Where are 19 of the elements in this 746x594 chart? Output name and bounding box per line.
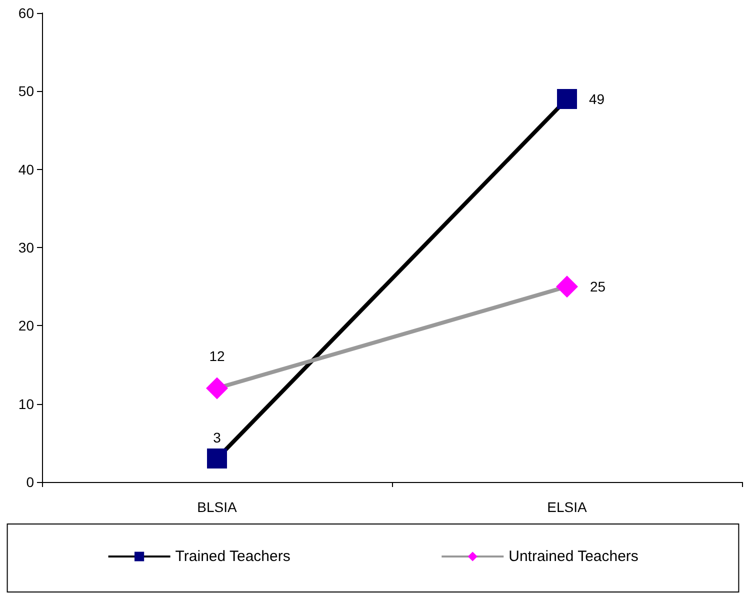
y-tick-label: 0 — [26, 474, 34, 490]
y-tick-label: 60 — [18, 5, 34, 21]
data-label: 3 — [213, 430, 222, 446]
point — [207, 448, 227, 469]
x-tick-label: ELSIA — [547, 499, 588, 515]
y-tick-label: 20 — [18, 318, 34, 334]
data-label: 12 — [209, 348, 225, 364]
data-label: 49 — [589, 90, 605, 107]
legend-label: Untrained Teachers — [508, 548, 638, 565]
y-tick-label: 30 — [18, 240, 34, 256]
legend-label: Trained Teachers — [175, 548, 290, 565]
x-tick-label: BLSIA — [197, 499, 238, 515]
y-tick-label: 10 — [18, 396, 34, 412]
y-tick-label: 50 — [18, 83, 34, 100]
point — [556, 276, 578, 298]
y-tick-label: 40 — [18, 161, 34, 178]
point — [557, 88, 577, 109]
data-label: 25 — [590, 278, 606, 295]
point — [206, 377, 228, 400]
